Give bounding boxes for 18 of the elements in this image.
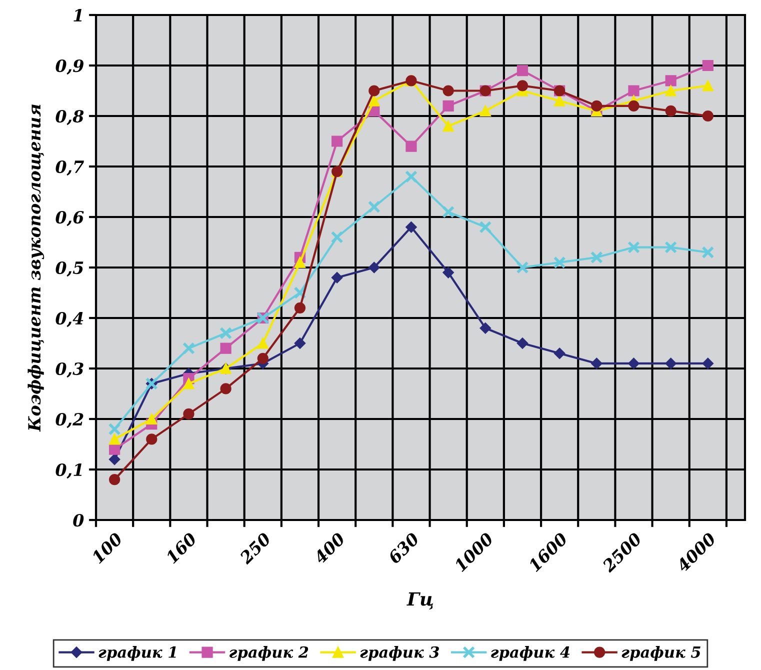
legend-label: график 2 <box>230 646 308 661</box>
y-tick-label: 0,6 <box>56 210 84 226</box>
y-axis-title: Коэффициент звукопоглощения <box>28 104 44 432</box>
y-tick-label: 0,2 <box>56 412 84 428</box>
y-tick-label: 0,9 <box>56 59 84 75</box>
legend-label: график 5 <box>622 646 700 661</box>
y-tick-label: 1 <box>74 8 82 22</box>
y-tick-label: 0,1 <box>56 463 82 479</box>
y-tick-label: 0,5 <box>56 261 84 277</box>
legend-label: график 4 <box>491 646 570 661</box>
y-tick-label: 0 <box>73 514 84 527</box>
x-axis-title: Гц <box>406 592 433 610</box>
y-tick-label: 0,4 <box>56 312 84 328</box>
legend-label: график 3 <box>360 646 439 661</box>
legend-label: график 1 <box>98 646 176 661</box>
y-tick-label: 0,8 <box>56 110 84 126</box>
y-tick-label: 0,3 <box>56 362 84 378</box>
y-tick-label: 0,7 <box>56 160 84 176</box>
